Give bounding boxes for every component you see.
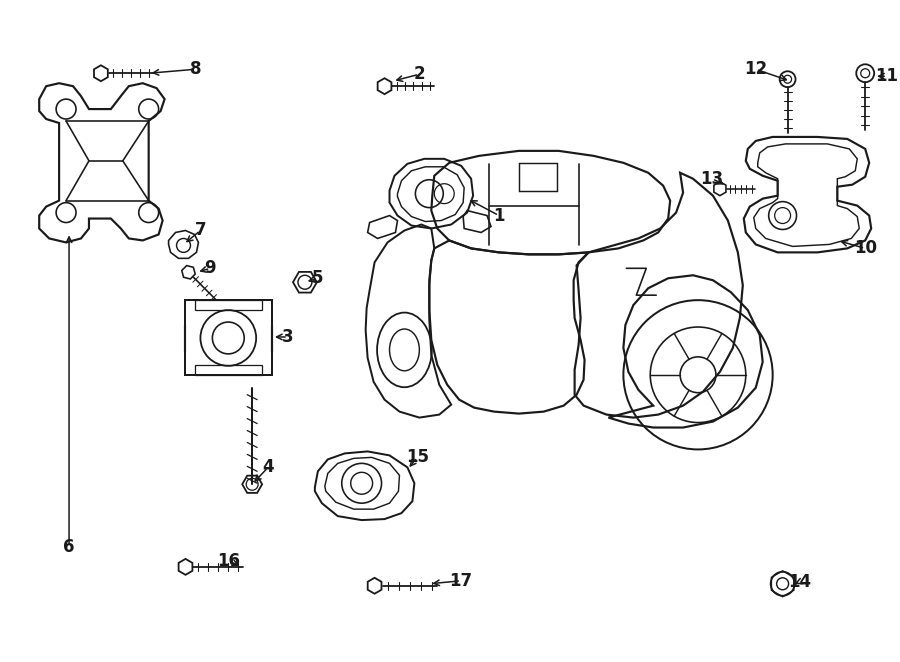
Text: 9: 9 (204, 260, 216, 277)
Text: 10: 10 (854, 240, 877, 258)
Text: 12: 12 (744, 60, 768, 78)
Text: 13: 13 (700, 169, 724, 188)
Text: 8: 8 (190, 60, 202, 78)
Text: 6: 6 (63, 538, 75, 556)
Text: 17: 17 (450, 572, 472, 590)
Text: 2: 2 (414, 66, 425, 83)
Text: 7: 7 (194, 222, 206, 240)
Text: 14: 14 (788, 573, 811, 591)
Text: 16: 16 (217, 552, 239, 570)
Text: 4: 4 (262, 458, 274, 477)
Text: 1: 1 (493, 207, 505, 224)
Text: 15: 15 (406, 448, 429, 467)
Text: 5: 5 (312, 269, 324, 287)
Text: 11: 11 (876, 68, 898, 85)
Text: 3: 3 (283, 328, 293, 346)
